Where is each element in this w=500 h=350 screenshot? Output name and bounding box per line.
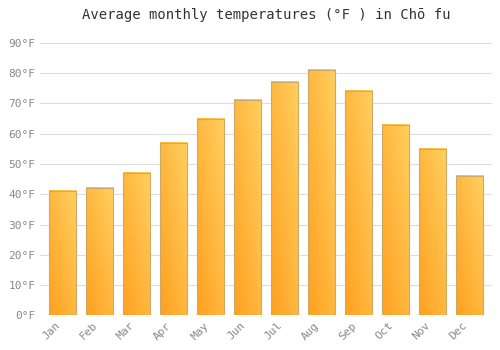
- Bar: [382, 125, 409, 315]
- Title: Average monthly temperatures (°F ) in Chō fu: Average monthly temperatures (°F ) in Ch…: [82, 8, 450, 22]
- Bar: [308, 70, 336, 315]
- Bar: [344, 91, 372, 315]
- Bar: [456, 176, 483, 315]
- Bar: [418, 149, 446, 315]
- Bar: [196, 119, 224, 315]
- Bar: [48, 191, 76, 315]
- Bar: [160, 143, 188, 315]
- Bar: [122, 173, 150, 315]
- Bar: [86, 188, 114, 315]
- Bar: [234, 100, 262, 315]
- Bar: [270, 82, 298, 315]
